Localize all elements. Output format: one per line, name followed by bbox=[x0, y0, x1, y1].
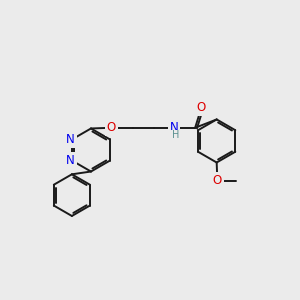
Text: N: N bbox=[170, 121, 179, 134]
Text: O: O bbox=[106, 121, 116, 134]
Text: H: H bbox=[172, 130, 179, 140]
Text: O: O bbox=[197, 101, 206, 114]
Text: N: N bbox=[66, 133, 75, 146]
Text: O: O bbox=[213, 174, 222, 187]
Text: N: N bbox=[66, 154, 75, 167]
